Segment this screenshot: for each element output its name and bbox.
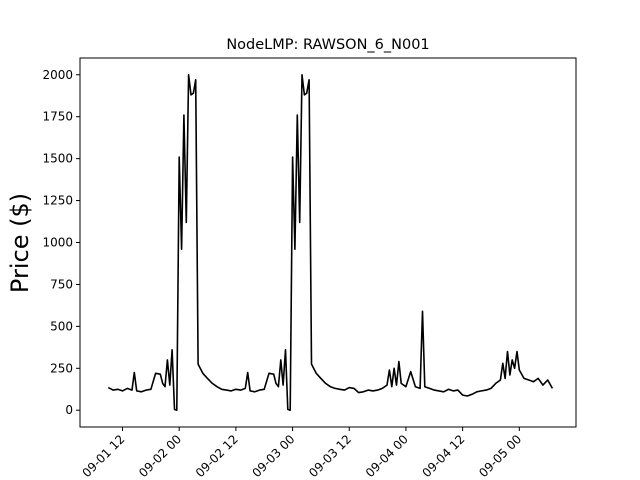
y-tick-label: 750	[50, 277, 73, 291]
y-tick-label: 0	[65, 403, 73, 417]
axes-frame	[79, 57, 577, 428]
price-series-line	[107, 74, 554, 411]
y-tick-label: 1750	[42, 110, 73, 124]
y-axis-label: Price ($)	[6, 193, 34, 293]
y-axis-ticks: 0 250 500 750 1000 1250 1500 1750 2000	[42, 68, 80, 417]
y-tick-label: 1500	[42, 152, 73, 166]
y-tick-label: 500	[50, 319, 73, 333]
y-tick-label: 1250	[42, 194, 73, 208]
y-tick-label: 1000	[42, 236, 73, 250]
y-tick-label: 2000	[42, 68, 73, 82]
series-layer	[107, 74, 554, 411]
y-tick-label: 250	[50, 361, 73, 375]
chart-title: NodeLMP: RAWSON_6_N001	[226, 37, 429, 53]
